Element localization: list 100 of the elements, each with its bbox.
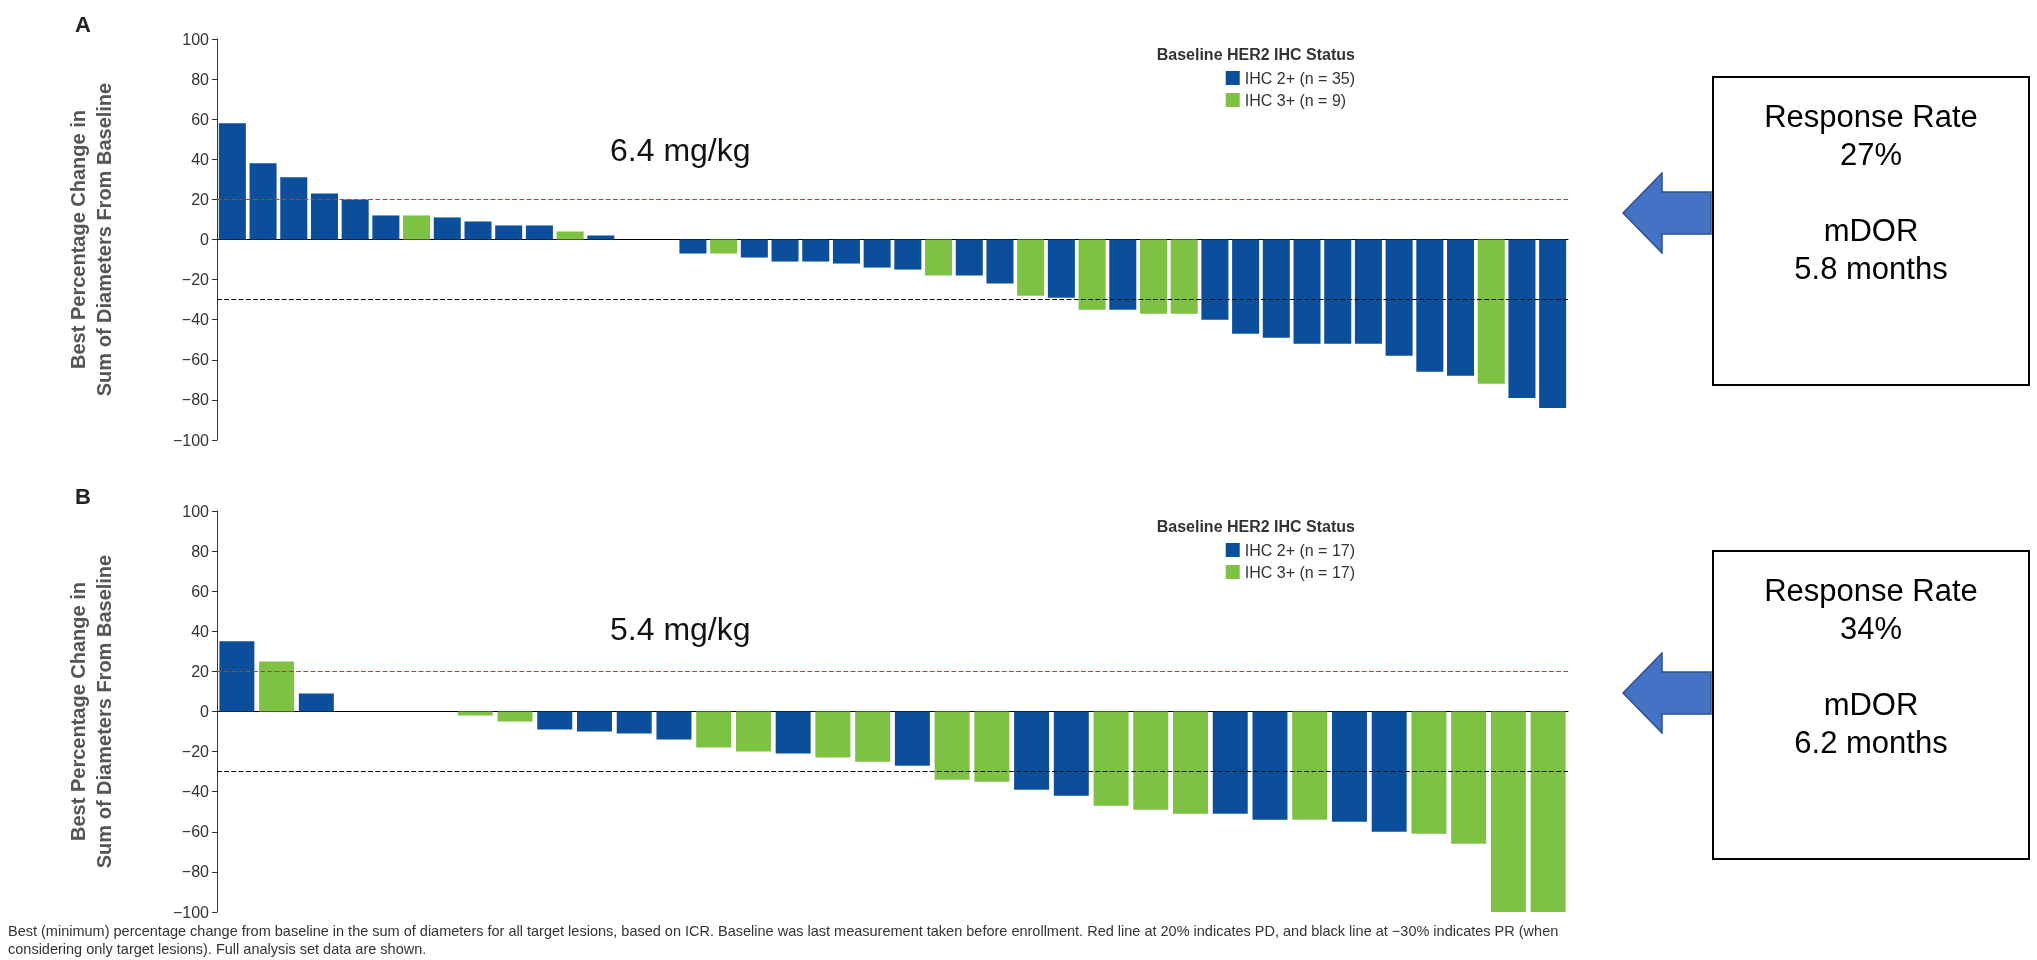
bar <box>894 711 930 766</box>
annotation: 5.4 mg/kg <box>610 611 751 647</box>
y-tick-label: 80 <box>191 542 210 560</box>
bar <box>1232 239 1260 334</box>
bar <box>934 711 970 780</box>
bar <box>775 711 811 754</box>
bar <box>815 711 851 758</box>
bar <box>986 239 1014 284</box>
y-tick-label: −100 <box>172 903 210 921</box>
y-tick-label: 20 <box>191 662 210 680</box>
bar <box>679 239 707 254</box>
legend-label: IHC 3+ (n = 9) <box>1244 91 1347 109</box>
y-tick-label: 40 <box>191 622 210 640</box>
bar <box>577 711 612 732</box>
y-tick-label: 20 <box>191 190 210 208</box>
bar <box>740 239 768 258</box>
y-tick-label: −80 <box>181 863 210 881</box>
y-tick-label: −80 <box>181 391 210 409</box>
y-tick-label: 60 <box>191 582 210 600</box>
y-tick-label: 0 <box>200 703 210 720</box>
legend-title: Baseline HER2 IHC Status <box>1156 45 1356 63</box>
bar <box>1252 711 1288 820</box>
bar <box>1173 711 1208 814</box>
bar <box>1490 711 1526 912</box>
bar <box>955 239 983 276</box>
bar <box>1416 239 1444 372</box>
chart-title: B <box>75 483 91 509</box>
bar <box>1331 711 1367 822</box>
legend-label: IHC 2+ (n = 35) <box>1244 69 1356 87</box>
bar <box>1201 239 1229 320</box>
bar <box>464 221 492 240</box>
y-tick-label: −20 <box>181 743 210 761</box>
y-tick-label: −40 <box>181 311 210 329</box>
y-tick-label: 100 <box>182 30 210 48</box>
bar <box>696 711 732 748</box>
bar <box>1324 239 1352 344</box>
bar <box>1093 711 1129 806</box>
bar <box>863 239 891 268</box>
legend-title: Baseline HER2 IHC Status <box>1156 517 1356 535</box>
bar <box>1017 239 1045 296</box>
bar <box>249 163 277 240</box>
bar <box>403 215 431 240</box>
bar <box>556 231 584 240</box>
y-tick-label: −60 <box>181 823 210 841</box>
bar <box>1530 711 1566 912</box>
bar <box>1354 239 1382 344</box>
bar <box>1212 711 1248 814</box>
bar <box>1447 239 1475 376</box>
y-axis-title: Best Percentage Change in Sum of Diameters From Baseline <box>67 82 115 397</box>
bar <box>1371 711 1407 832</box>
bar <box>1109 239 1137 310</box>
bar <box>1451 711 1487 844</box>
y-tick-label: −100 <box>172 431 210 449</box>
bar <box>372 215 400 240</box>
bar <box>1477 239 1505 384</box>
bar <box>587 235 615 240</box>
bar <box>710 239 738 254</box>
y-tick-label: 0 <box>200 231 210 248</box>
bar <box>218 123 246 240</box>
bar <box>1047 239 1075 298</box>
bar <box>1508 239 1536 398</box>
bar <box>259 661 295 712</box>
bar <box>656 711 692 740</box>
bar <box>1539 239 1567 408</box>
y-tick-label: −20 <box>181 271 210 289</box>
bar <box>1078 239 1106 310</box>
text: Response Rate 27% mDOR 5.8 months <box>1764 99 1978 286</box>
bar <box>219 641 255 712</box>
bar <box>341 199 369 240</box>
bar <box>310 193 338 240</box>
text: Response Rate 34% mDOR 6.2 months <box>1764 573 1978 760</box>
y-tick-label: −60 <box>181 351 210 369</box>
bar <box>1139 239 1167 314</box>
annotation: 6.4 mg/kg <box>610 132 751 168</box>
bar <box>616 711 652 734</box>
y-tick-label: 100 <box>182 502 210 520</box>
bar <box>497 711 533 722</box>
bar <box>525 225 553 240</box>
bar <box>894 239 922 270</box>
bar <box>735 711 771 752</box>
bar <box>1385 239 1413 356</box>
bar <box>280 177 308 240</box>
legend-label: IHC 3+ (n = 17) <box>1244 563 1356 581</box>
bar <box>1262 239 1290 338</box>
y-tick-label: 60 <box>191 110 210 128</box>
bar <box>855 711 891 762</box>
bar <box>433 217 461 240</box>
bar <box>802 239 830 262</box>
y-tick-label: −40 <box>181 783 210 801</box>
y-tick-label: 80 <box>191 70 210 88</box>
chart-title: A <box>75 11 91 37</box>
bar <box>832 239 860 264</box>
bar <box>1170 239 1198 314</box>
bar <box>1411 711 1447 834</box>
bar <box>1014 711 1050 790</box>
y-axis-title: Best Percentage Change in Sum of Diameters From Baseline <box>67 554 115 869</box>
y-tick-label: 40 <box>191 150 210 168</box>
bar <box>537 711 573 730</box>
legend-label: IHC 2+ (n = 17) <box>1244 541 1356 559</box>
bar <box>298 693 334 712</box>
